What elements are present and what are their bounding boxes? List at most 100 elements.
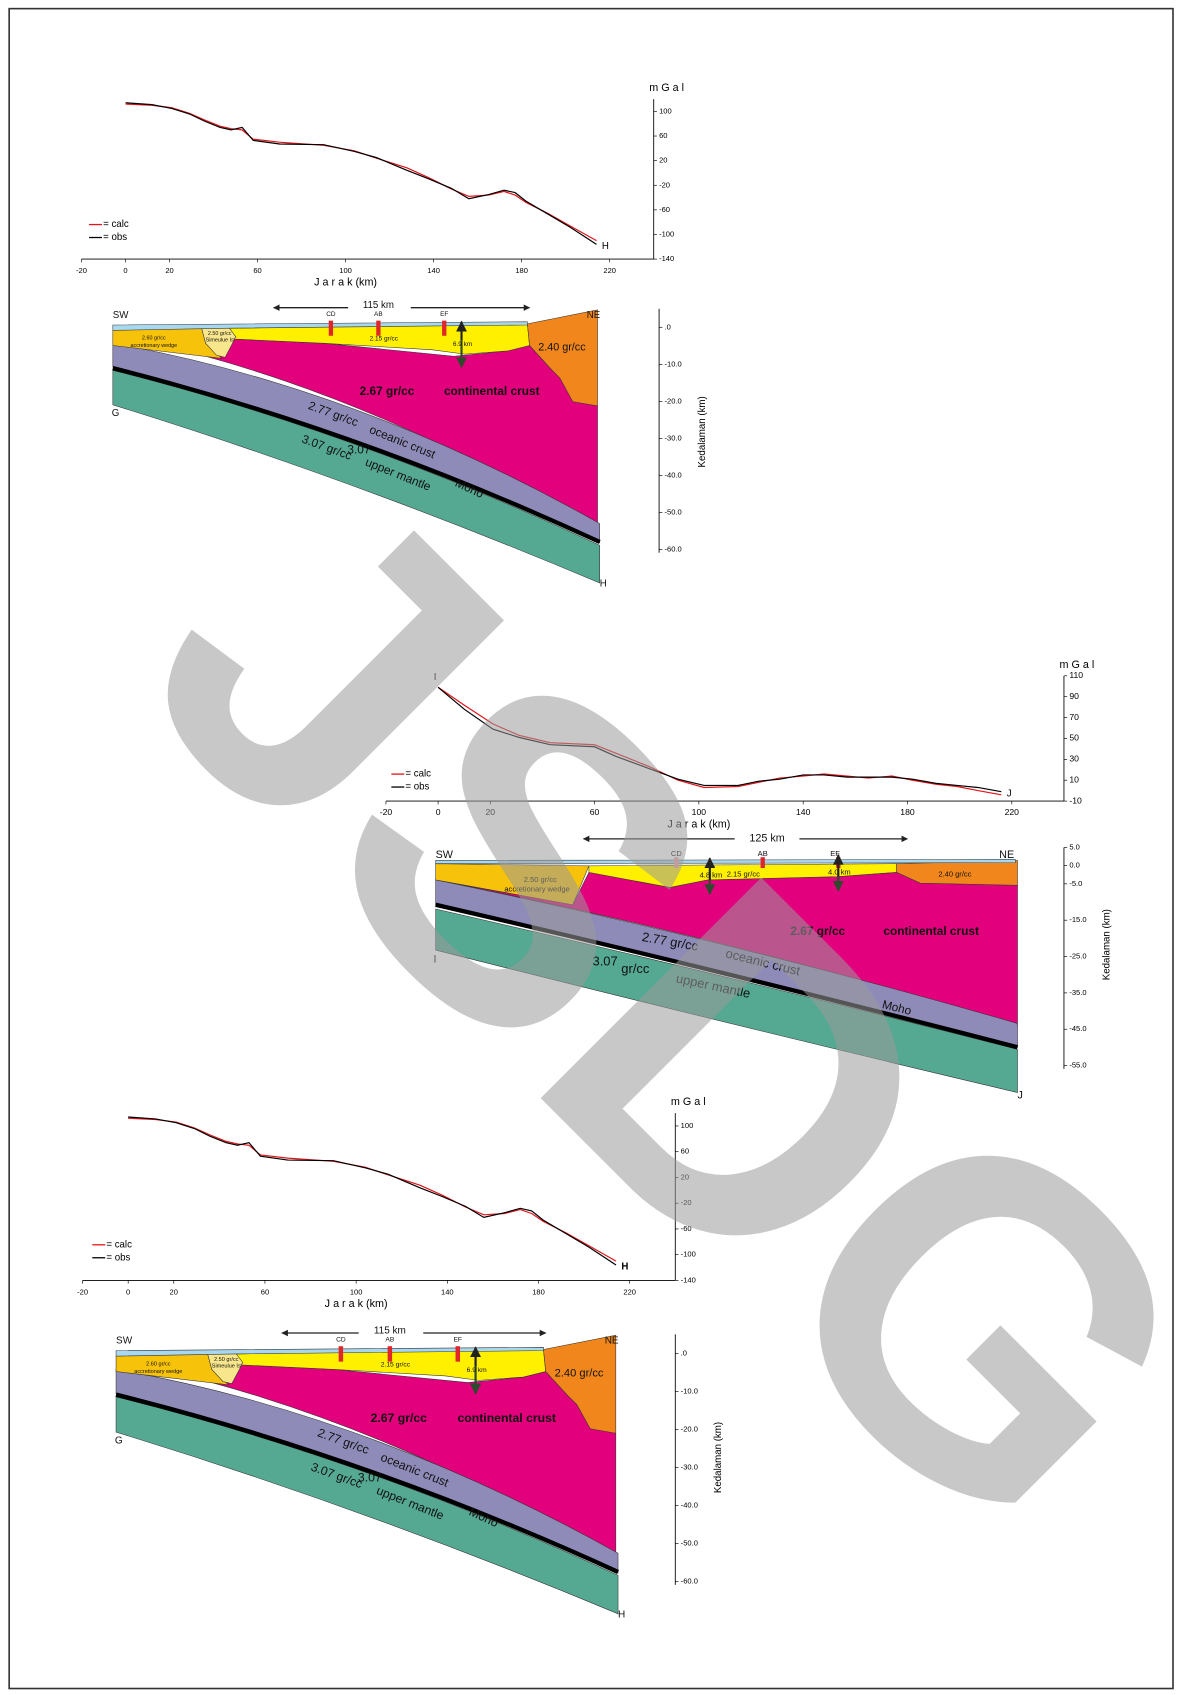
section-label: EF	[440, 311, 448, 318]
depth-tick-label: 0.0	[1069, 861, 1080, 870]
section-label: H	[618, 1610, 625, 1621]
x-tick-label: 60	[261, 1287, 269, 1296]
section-label: continental crust	[458, 1411, 556, 1425]
depth-tick-label: -40.0	[681, 1501, 698, 1510]
y-tick-label: 50	[1069, 733, 1079, 743]
end-label: J	[1007, 788, 1012, 799]
section-label: 115 km	[374, 1325, 406, 1336]
x-tick-label: 180	[515, 266, 528, 275]
depth-tick-label: -60.0	[681, 1577, 698, 1586]
x-tick-label: 0	[123, 266, 127, 275]
section-label: 6.9 km	[467, 1367, 487, 1374]
y-tick-label: 90	[1069, 691, 1079, 701]
section-label: 2.50 gr/cc	[214, 1357, 239, 1363]
section-label: NE	[587, 310, 601, 321]
y-axis-label: m G a l	[1060, 659, 1095, 671]
section-label: 2.40 gr/cc	[938, 869, 971, 878]
depth-tick-label: -15.0	[1069, 915, 1086, 924]
x-tick-label: 60	[253, 266, 261, 275]
depth-tick-label: 5.0	[1069, 843, 1080, 852]
section-label: CD	[336, 1336, 346, 1343]
depth-axis-label: Kedalaman (km)	[713, 1422, 724, 1493]
x-tick-label: 180	[900, 807, 915, 817]
y-tick-label: 60	[659, 131, 667, 140]
x-axis-label: J a r a k (km)	[314, 277, 377, 289]
depth-tick-label: -25.0	[1069, 952, 1086, 961]
depth-tick-label: -40.0	[664, 470, 681, 479]
y-tick-label: 70	[1069, 712, 1079, 722]
section-label: EF	[454, 1336, 463, 1343]
section-label: 2.50 gr/cc	[208, 331, 232, 337]
y-tick-label: -140	[659, 254, 674, 263]
section-label: SW	[116, 1335, 133, 1346]
depth-tick-label: -50.0	[681, 1539, 698, 1548]
section-label: NE	[605, 1335, 619, 1346]
section-label: SW	[113, 310, 129, 321]
station-marker	[456, 1346, 460, 1361]
legend-label: = calc	[106, 1239, 132, 1250]
figure: -2002060100140180220-140-100-60-20206010…	[0, 0, 1180, 1695]
depth-axis-label: Kedalaman (km)	[697, 396, 708, 467]
section-label: G	[112, 408, 120, 419]
x-tick-label: 220	[603, 266, 616, 275]
depth-tick-label: -35.0	[1069, 988, 1086, 997]
x-tick-label: 100	[350, 1287, 363, 1296]
x-tick-label: 20	[165, 266, 173, 275]
x-tick-label: 220	[1005, 807, 1020, 817]
depth-tick-label: -60.0	[664, 545, 681, 554]
section-label: 6.9 km	[453, 341, 472, 348]
station-marker	[339, 1346, 343, 1361]
station-marker	[442, 321, 446, 336]
y-tick-label: 100	[659, 106, 672, 115]
depth-tick-label: -5.0	[1069, 879, 1082, 888]
depth-tick-label: -20.0	[681, 1424, 698, 1433]
y-tick-label: -100	[659, 229, 674, 238]
section-label: Simeulue Is	[212, 1364, 241, 1370]
section-label: accretionary wedge	[131, 343, 178, 349]
depth-tick-label: -30.0	[664, 433, 681, 442]
legend-label: = obs	[106, 1252, 130, 1263]
section-label: 2.40 gr/cc	[555, 1368, 604, 1380]
section-label: AB	[374, 311, 383, 318]
section-label: AB	[385, 1336, 394, 1343]
section-label: accretionary wedge	[134, 1369, 182, 1375]
x-tick-label: 180	[532, 1287, 545, 1296]
section-label: 2.40 gr/cc	[538, 341, 586, 353]
section-label: 2.67 gr/cc	[371, 1411, 428, 1425]
section-label: 2.15 gr/cc	[370, 336, 399, 343]
section-label: NE	[999, 849, 1014, 861]
depth-tick-label: -30.0	[681, 1463, 698, 1472]
depth-tick-label: .0	[664, 322, 670, 331]
y-tick-label: 20	[659, 156, 667, 165]
y-tick-label: -20	[659, 180, 670, 189]
depth-tick-label: -20.0	[664, 396, 681, 405]
section-label: 2.15 gr/cc	[381, 1362, 411, 1369]
x-axis-label: J a r a k (km)	[325, 1298, 388, 1310]
section-label: continental crust	[444, 384, 540, 398]
depth-tick-label: -50.0	[664, 507, 681, 516]
x-tick-label: 0	[126, 1287, 130, 1296]
depth-axis-label: Kedalaman (km)	[1102, 909, 1113, 980]
y-tick-label: 110	[1069, 670, 1083, 680]
y-tick-label: -10	[1069, 795, 1082, 805]
page: -2002060100140180220-140-100-60-20206010…	[0, 0, 1180, 1695]
depth-tick-label: -10.0	[664, 359, 681, 368]
x-tick-label: 100	[339, 266, 352, 275]
x-tick-label: 20	[170, 1287, 178, 1296]
section-label: 2.60 gr/cc	[146, 1361, 171, 1367]
section-label: G	[115, 1436, 123, 1447]
y-tick-label: -60	[659, 205, 670, 214]
y-axis-label: m G a l	[649, 82, 684, 94]
x-tick-label: -20	[77, 1287, 88, 1296]
y-tick-label: 10	[1069, 774, 1079, 784]
y-tick-label: 30	[1069, 754, 1079, 764]
legend-label: = obs	[103, 232, 127, 243]
x-tick-label: 140	[441, 1287, 454, 1296]
station-marker	[376, 321, 380, 336]
section-label: CD	[326, 311, 336, 318]
legend-label: = calc	[103, 219, 129, 230]
end-label: H	[602, 241, 609, 252]
section-label: 115 km	[363, 300, 394, 311]
station-marker	[388, 1346, 392, 1361]
depth-tick-label: -45.0	[1069, 1024, 1086, 1033]
